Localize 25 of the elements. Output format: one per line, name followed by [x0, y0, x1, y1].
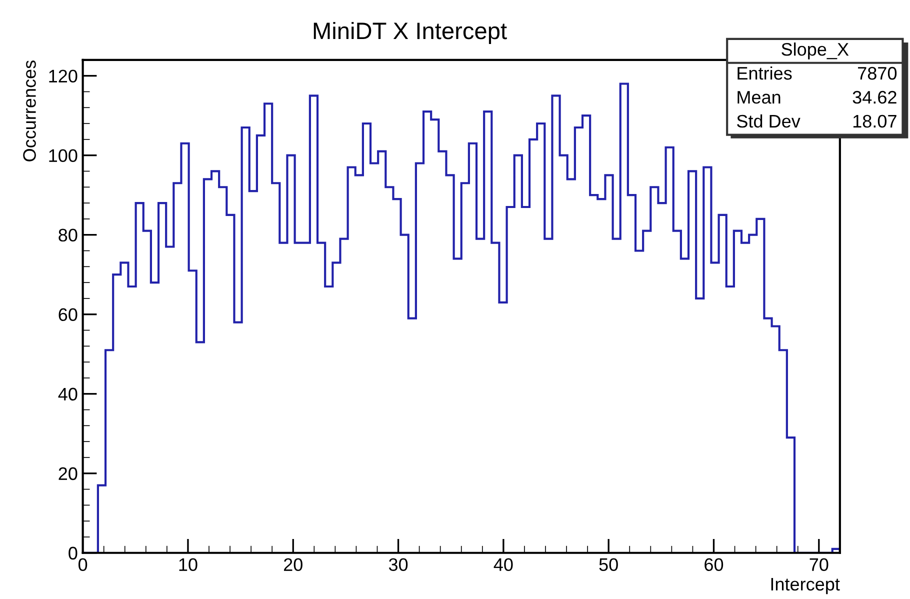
text: 18.07 [853, 114, 896, 128]
x-axis-title: Intercept [771, 578, 840, 594]
annotation: Entries [738, 66, 792, 80]
x-tick-label: 20 [284, 558, 302, 571]
y-tick-label: 0 [68, 546, 78, 560]
y-tick-label: 100 [49, 149, 78, 162]
annotation: Std Dev [737, 114, 800, 128]
y-tick-label: 120 [49, 70, 78, 83]
x-tick-label: 0 [78, 558, 88, 571]
y-tick-label: 40 [58, 388, 78, 401]
annotation: Mean [738, 91, 780, 104]
y-tick-label: 20 [58, 467, 78, 480]
text: 34.62 [852, 90, 896, 104]
x-tick-label: 70 [810, 558, 828, 571]
y-tick-label: 80 [58, 228, 78, 242]
x-tick-label: 50 [599, 558, 618, 571]
chart-title: MiniDT X Intercept [314, 22, 507, 44]
x-tick-label: 30 [388, 558, 408, 571]
y-axis-title: Occurrences [23, 60, 36, 162]
x-tick-label: 10 [179, 558, 198, 571]
y-tick-label: 60 [58, 308, 78, 322]
text: Slope_X [782, 42, 849, 60]
text: 7870 [858, 66, 897, 80]
x-tick-label: 40 [494, 558, 513, 571]
x-tick-label: 60 [704, 558, 724, 571]
